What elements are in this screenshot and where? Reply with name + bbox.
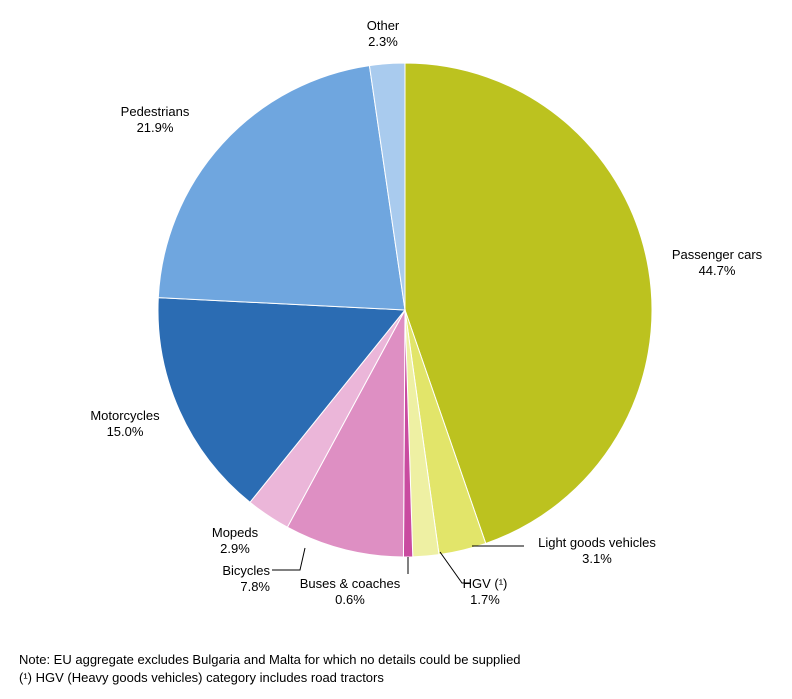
- leader-line-hgv: [439, 551, 470, 584]
- pie-slice-pedestrians: [157, 65, 406, 311]
- slice-label-passenger-cars: Passenger cars: [672, 247, 763, 262]
- slice-value-light-goods-vehicles: 3.1%: [582, 551, 612, 566]
- slice-value-buses-coaches: 0.6%: [335, 592, 365, 607]
- slice-value-bicycles: 7.8%: [240, 579, 270, 594]
- slice-value-hgv: 1.7%: [470, 592, 500, 607]
- slice-label-mopeds: Mopeds: [212, 525, 259, 540]
- slice-value-mopeds: 2.9%: [220, 541, 250, 556]
- slice-label-hgv: HGV (¹): [463, 576, 508, 591]
- slice-label-bicycles: Bicycles: [222, 563, 270, 578]
- slice-label-other: Other: [367, 18, 400, 33]
- note-eu-aggregate: Note: EU aggregate excludes Bulgaria and…: [19, 652, 521, 667]
- slice-value-motorcycles: 15.0%: [107, 424, 144, 439]
- pie-slice-bicycles: [286, 309, 406, 558]
- slice-value-other: 2.3%: [368, 34, 398, 49]
- chart-notes: Note: EU aggregate excludes Bulgaria and…: [19, 651, 521, 687]
- slice-label-motorcycles: Motorcycles: [90, 408, 160, 423]
- slice-value-passenger-cars: 44.7%: [699, 263, 736, 278]
- leader-line-bicycles: [272, 547, 306, 571]
- pie-slice-other: [368, 62, 406, 311]
- slice-label-light-goods-vehicles: Light goods vehicles: [538, 535, 656, 550]
- slice-value-pedestrians: 21.9%: [137, 120, 174, 135]
- slice-label-buses-coaches: Buses & coaches: [300, 576, 401, 591]
- slice-label-pedestrians: Pedestrians: [121, 104, 190, 119]
- pie-slice-passenger-cars: [404, 62, 653, 545]
- pie-slice-motorcycles: [157, 297, 407, 503]
- note-hgv: (¹) HGV (Heavy goods vehicles) category …: [19, 670, 384, 685]
